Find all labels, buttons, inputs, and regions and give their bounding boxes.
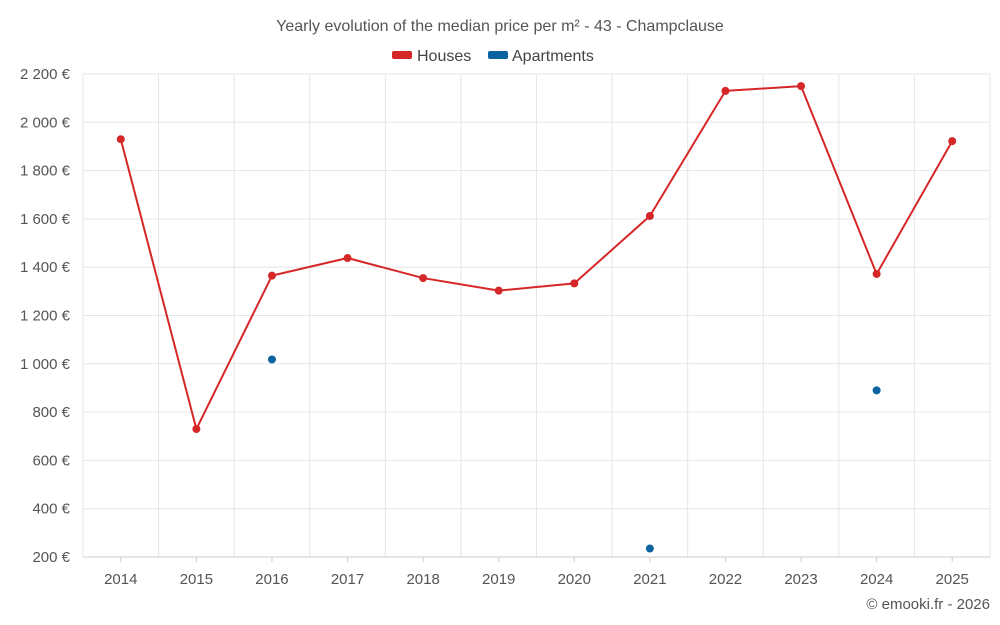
legend-houses-label[interactable]: Houses <box>417 48 471 65</box>
data-point-houses-2016[interactable] <box>267 271 276 280</box>
x-tick-label: 2014 <box>104 571 137 588</box>
legend-apartments-swatch <box>488 51 508 59</box>
legend-apartments-label[interactable]: Apartments <box>512 48 594 65</box>
series-apartments <box>267 355 881 553</box>
x-tick-label: 2018 <box>406 571 439 588</box>
x-tick-label: 2022 <box>709 571 742 588</box>
data-point-houses-2017[interactable] <box>343 254 352 263</box>
data-point-houses-2022[interactable] <box>721 86 730 95</box>
data-point-houses-2015[interactable] <box>192 425 201 434</box>
y-tick-label: 1 400 € <box>20 259 71 276</box>
x-tick-label: 2017 <box>331 571 364 588</box>
x-tick-label: 2015 <box>180 571 213 588</box>
plot-area <box>116 82 957 553</box>
y-tick-label: 2 000 € <box>20 114 71 131</box>
data-point-houses-2023[interactable] <box>797 82 806 91</box>
y-tick-label: 2 200 € <box>20 66 71 83</box>
y-axis: 200 € 400 € 600 € 800 € 1 000 € 1 200 € 1 400 … <box>20 66 71 566</box>
y-tick-label: 1 200 € <box>20 308 71 325</box>
y-tick-label: 1 600 € <box>20 211 71 228</box>
credit-text: © emooki.fr - 2026 <box>866 596 990 613</box>
series-houses <box>116 82 957 434</box>
x-tick-label: 2023 <box>784 571 817 588</box>
y-tick-label: 600 € <box>32 452 70 469</box>
x-axis: 2014 2015 2016 2017 2018 2019 2020 2021 2022 2023… <box>83 556 990 588</box>
data-point-apartments-2024[interactable] <box>872 386 881 395</box>
data-point-houses-2025[interactable] <box>948 137 957 146</box>
x-tick-label: 2020 <box>558 571 591 588</box>
y-tick-label: 800 € <box>32 404 70 421</box>
data-point-houses-2021[interactable] <box>645 212 654 221</box>
series-houses-line <box>119 85 954 431</box>
x-tick-label: 2016 <box>255 571 288 588</box>
x-tick-label: 2019 <box>482 571 515 588</box>
x-tick-label: 2024 <box>860 571 893 588</box>
y-tick-label: 1 800 € <box>20 163 71 180</box>
y-tick-label: 1 000 € <box>20 356 71 373</box>
legend: Houses Apartments <box>392 48 594 65</box>
y-tick-label: 200 € <box>32 549 70 566</box>
x-tick-label: 2025 <box>936 571 969 588</box>
grid <box>82 73 991 558</box>
y-tick-label: 400 € <box>32 501 70 518</box>
data-point-houses-2018[interactable] <box>419 274 428 283</box>
data-point-houses-2019[interactable] <box>494 286 503 295</box>
data-point-houses-2020[interactable] <box>570 279 579 288</box>
chart-title: Yearly evolution of the median price per… <box>276 18 724 35</box>
data-point-apartments-2021[interactable] <box>645 544 654 553</box>
data-point-houses-2024[interactable] <box>872 269 881 278</box>
data-point-houses-2014[interactable] <box>116 135 125 144</box>
data-point-apartments-2016[interactable] <box>267 355 276 364</box>
legend-houses-swatch <box>392 51 412 59</box>
x-tick-label: 2021 <box>633 571 666 588</box>
